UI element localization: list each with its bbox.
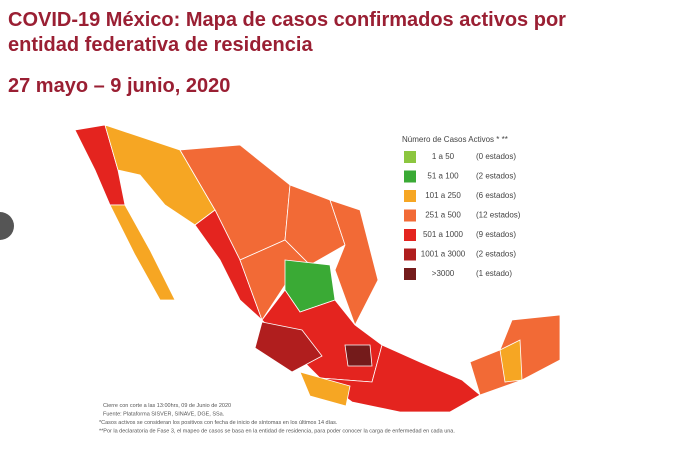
legend-swatch xyxy=(404,209,416,222)
state xyxy=(299,371,351,407)
legend-range: 1001 a 3000 xyxy=(421,250,466,259)
legend-count: (6 estados) xyxy=(476,191,516,200)
legend-swatch xyxy=(404,229,416,241)
legend-range: 1 a 50 xyxy=(432,152,455,161)
legend-count: (9 estados) xyxy=(476,230,516,239)
legend-swatch xyxy=(404,190,416,202)
state xyxy=(109,204,176,301)
date: 27 mayo – 9 junio, 2020 xyxy=(8,75,230,97)
legend-title: Número de Casos Activos * ** xyxy=(402,135,508,144)
legend-count: (1 estado) xyxy=(476,269,512,278)
legend-range: 101 a 250 xyxy=(425,191,461,200)
legend-range: 501 a 1000 xyxy=(423,230,464,239)
legend-swatch xyxy=(404,248,416,261)
title: entidad federativa de residencia xyxy=(8,34,313,56)
legend-range: >3000 xyxy=(432,269,455,278)
legend: Número de Casos Activos * ** 1 a 50 (0 es… xyxy=(402,135,521,280)
state xyxy=(254,321,323,373)
legend-range: 251 a 500 xyxy=(425,211,461,220)
legend-count: (2 estados) xyxy=(476,172,516,181)
footnote: Fuente: Plataforma SISVER, SINAVE, DGE, … xyxy=(103,412,225,418)
legend-count: (2 estados) xyxy=(476,250,516,259)
nav-button[interactable] xyxy=(0,212,14,240)
legend-swatch xyxy=(404,170,416,183)
title: COVID-19 México: Mapa de casos confirmad… xyxy=(8,9,566,31)
footnote: **Por la declaratoria de Fase 3, el mape… xyxy=(99,429,455,435)
legend-count: (12 estados) xyxy=(476,211,521,220)
legend-range: 51 a 100 xyxy=(427,172,459,181)
legend-swatch xyxy=(404,151,416,163)
state xyxy=(344,344,373,367)
footnote: *Casos activos se consideran los positiv… xyxy=(99,420,338,426)
legend-count: (0 estados) xyxy=(476,152,516,161)
footnote: Cierre con corte a las 13:00hrs, 09 de J… xyxy=(103,403,231,409)
state xyxy=(318,344,481,413)
map xyxy=(74,124,561,413)
state xyxy=(499,339,523,383)
state xyxy=(284,184,346,266)
legend-swatch xyxy=(404,268,416,280)
notes: Cierre con corte a las 13:00hrs, 09 de J… xyxy=(99,403,455,435)
